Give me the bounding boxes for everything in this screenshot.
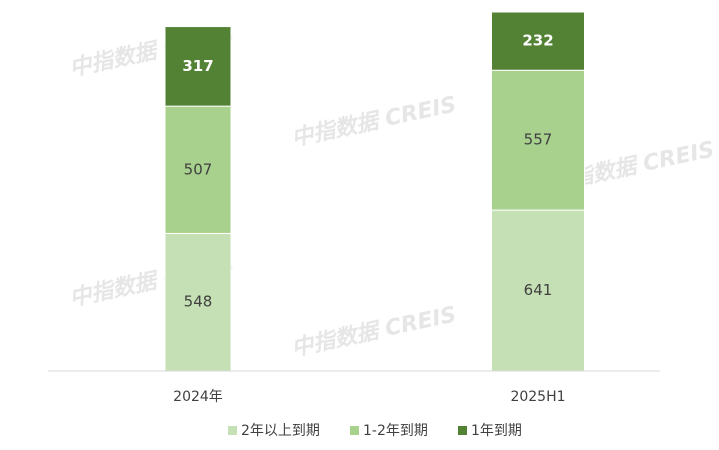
data-label: 557 bbox=[524, 131, 553, 149]
bar-segment bbox=[164, 105, 232, 234]
legend-label: 2年以上到期 bbox=[241, 423, 320, 439]
data-label: 232 bbox=[522, 32, 553, 50]
x-tick-label: 2025H1 bbox=[510, 389, 565, 405]
legend-label: 1-2年到期 bbox=[363, 423, 428, 439]
legend-swatch bbox=[350, 426, 359, 435]
bar-segment bbox=[491, 11, 585, 71]
legend-swatch bbox=[228, 426, 237, 435]
bar-segment bbox=[491, 209, 585, 372]
data-label: 548 bbox=[184, 293, 213, 311]
legend-label: 1年到期 bbox=[471, 423, 522, 439]
x-tick-label: 2024年 bbox=[173, 389, 223, 405]
bar-segment bbox=[164, 232, 232, 372]
bar-segment bbox=[164, 26, 232, 107]
watermark: 中指数据 CREIS bbox=[289, 92, 458, 151]
bar-segment bbox=[491, 69, 585, 211]
watermark: 中指数据 CREIS bbox=[289, 302, 458, 361]
data-label: 317 bbox=[182, 57, 213, 75]
data-label: 507 bbox=[184, 160, 213, 178]
data-label: 641 bbox=[524, 281, 553, 299]
legend-swatch bbox=[458, 426, 467, 435]
